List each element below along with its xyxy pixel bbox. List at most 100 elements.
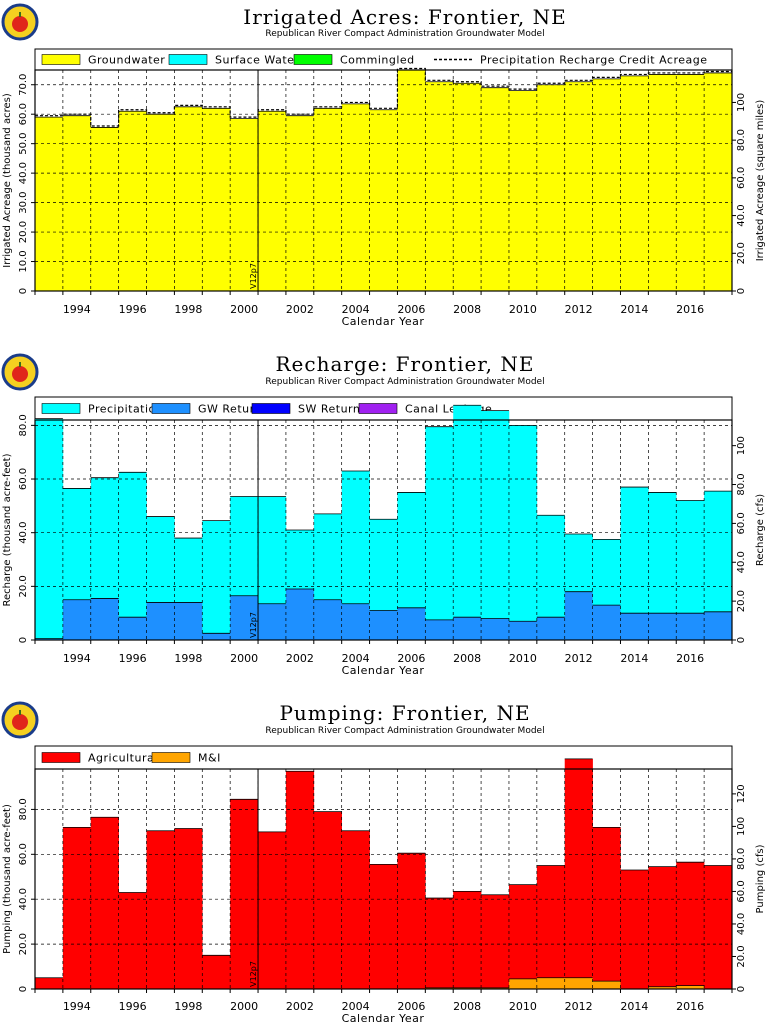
chart-title: Recharge: Frontier, NE [275,352,534,376]
x-tick-label: 2012 [565,652,593,665]
x-tick-label: 2002 [286,1000,314,1013]
bar-precipitation-2000 [230,496,259,596]
bar-precipitation-2007 [425,426,454,620]
x-tick-label: 1998 [174,1000,202,1013]
bar-groundwater-2006 [397,70,426,291]
bar-gw-returns-1996 [118,617,147,640]
legend-swatch [293,54,333,65]
x-axis-label: Calendar Year [342,1012,425,1024]
y-tick-label: 40.0 [18,522,29,544]
y-right-tick-label: 100 [736,817,747,836]
bar-gw-returns-2004 [341,603,370,640]
bar-m-i-2012 [564,977,593,989]
chart-panel-1: Irrigated Acres: Frontier, NERepublican … [1,3,766,328]
bar-groundwater-2005 [369,109,398,291]
bar-precipitation-2011 [536,515,566,618]
y-right-tick-label: 120 [736,784,747,803]
x-tick-label: 2016 [676,1000,704,1013]
y-right-tick-label: 0 [736,288,747,294]
bar-precipitation-2009 [481,410,510,619]
y-tick-label: 0 [18,986,29,992]
legend-label: M&I [198,752,221,765]
x-tick-label: 1994 [63,1000,91,1013]
bar-gw-returns-2009 [481,618,510,640]
y-right-tick-label: 80.0 [736,848,747,870]
y-right-axis-label: Pumping (cfs) [755,844,766,913]
bar-groundwater-1994 [62,115,92,291]
legend-label: Surface Water [215,54,299,67]
x-tick-label: 2006 [397,652,425,665]
x-tick-label: 1998 [174,303,202,316]
x-tick-label: 2008 [453,303,481,316]
y-right-tick-label: 80.0 [736,473,747,495]
legend-label: Precipitation Recharge Credit Acreage [480,54,708,67]
legend-swatch [41,752,81,763]
bar-agricultural-2005 [369,864,398,989]
bar-m-i-2015 [648,986,677,989]
bar-agricultural-1995 [90,817,119,989]
bar-precipitation-2015 [648,492,677,614]
chart-subtitle: Republican River Compact Administration … [265,377,544,387]
x-tick-label: 2016 [676,652,704,665]
x-tick-label: 2010 [509,1000,537,1013]
bar-gw-returns-2008 [453,617,482,640]
legend-swatch [251,403,291,414]
x-tick-label: 1996 [119,652,147,665]
bar-agricultural-2010 [508,884,538,979]
legend-label: SW Returns [298,403,367,416]
y-right-tick-label: 100 [736,436,747,455]
bar-agricultural-2013 [592,827,621,982]
chart-subtitle: Republican River Compact Administration … [265,29,544,39]
bar-precipitation-1996 [118,472,147,618]
logo-icon [1,353,39,391]
bar-groundwater-2000 [230,118,259,292]
bar-precipitation-1998 [174,538,203,603]
bar-gw-returns-2010 [508,621,538,640]
bar-gw-returns-1994 [62,599,92,640]
chart-title: Pumping: Frontier, NE [279,701,530,725]
y-axis-label: Pumping (thousand acre-feet) [2,804,13,954]
bar-precipitation-1994 [62,488,92,600]
bar-groundwater-2008 [453,83,482,291]
bar-precipitation-2016 [676,500,705,614]
bar-agricultural-2000 [230,799,259,989]
y-axis-label: Irrigated Acreage (thousand acres) [2,93,13,268]
x-tick-label: 2002 [286,303,314,316]
x-tick-label: 2000 [230,1000,258,1013]
y-right-tick-label: 20.0 [736,590,747,612]
bar-groundwater-2010 [508,90,538,291]
plot-frame [34,69,733,292]
bar-groundwater-1995 [90,127,119,292]
legend-swatch [168,54,208,65]
x-tick-label: 2008 [453,1000,481,1013]
y-right-axis-label: Recharge (cfs) [755,494,766,566]
bar-agricultural-2008 [453,891,482,988]
bar-groundwater-2009 [481,87,510,292]
bar-agricultural-2015 [648,866,677,987]
bar-groundwater-1999 [202,108,231,291]
bar-groundwater-2007 [425,81,454,291]
bar-gw-returns-2001 [258,603,287,640]
y-tick-label: 0 [18,637,29,643]
bar-groundwater-2017 [704,72,733,292]
version-marker-label: V12p7 [249,612,258,638]
bar-precipitation-2017 [704,491,733,612]
x-tick-label: 2000 [230,652,258,665]
logo-apple [12,366,28,382]
y-right-tick-label: 0 [736,637,747,643]
y-right-tick-label: 40.0 [736,204,747,226]
x-tick-label: 2004 [342,1000,370,1013]
bar-m-i-2016 [676,985,705,989]
x-tick-label: 2004 [342,652,370,665]
bar-agricultural-2017 [704,865,733,989]
bar-precipitation-1993 [35,418,64,639]
bar-agricultural-2003 [313,811,342,989]
x-tick-label: 2012 [565,303,593,316]
bar-precipitation-1999 [202,520,231,634]
y-tick-label: 80.0 [18,414,29,436]
bar-precipitation-2012 [564,534,593,592]
bar-precipitation-2001 [258,496,287,604]
